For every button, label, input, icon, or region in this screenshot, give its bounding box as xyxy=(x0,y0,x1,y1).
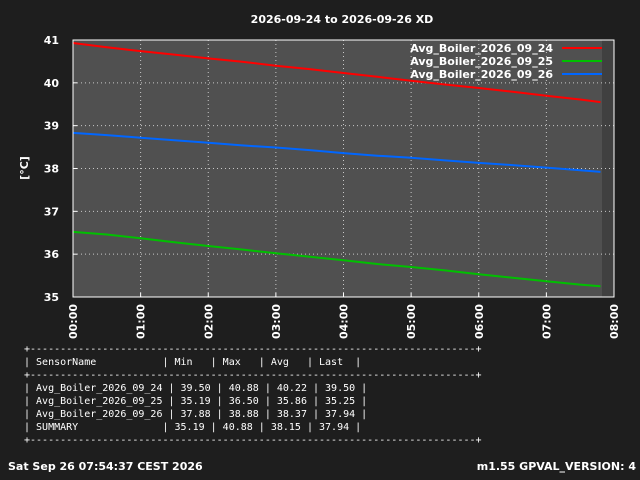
y-tick-label: 37 xyxy=(44,205,59,218)
plot-background-right-strip xyxy=(602,40,614,297)
x-tick-label: 02:00 xyxy=(202,304,215,339)
x-tick-label: 08:00 xyxy=(608,304,621,339)
y-tick-label: 40 xyxy=(44,77,60,90)
x-tick-label: 05:00 xyxy=(405,304,418,339)
chart-title: 2026-09-24 to 2026-09-26 XD xyxy=(251,13,434,26)
y-axis-ticks: 35 36 37 38 39 40 41 xyxy=(44,34,77,304)
series-line-2 xyxy=(72,230,601,288)
x-tick-label: 06:00 xyxy=(473,304,486,339)
y-tick-label: 38 xyxy=(44,163,59,176)
y-tick-label: 35 xyxy=(44,291,59,304)
footer-timestamp: Sat Sep 26 07:54:37 CEST 2026 xyxy=(8,460,203,473)
legend: Avg_Boiler_2026_09_24Avg_Boiler_2026_09_… xyxy=(410,42,602,81)
x-tick-label: 03:00 xyxy=(270,304,283,339)
footer-version: m1.55 GPVAL_VERSION: 4 xyxy=(476,460,636,473)
x-tick-label: 00:00 xyxy=(67,304,80,339)
x-tick-label: 01:00 xyxy=(135,304,148,339)
y-axis-label: [°C] xyxy=(18,156,31,180)
legend-label-3: Avg_Boiler_2026_09_26 xyxy=(410,68,553,81)
boiler-temperature-chart: 35 36 37 38 39 40 41 00:00 01:00 02:00 03:00 04:00… xyxy=(18,13,621,339)
x-tick-label: 04:00 xyxy=(338,304,351,339)
legend-label-1: Avg_Boiler_2026_09_24 xyxy=(410,42,553,55)
series-line-1 xyxy=(72,42,601,104)
y-tick-label: 36 xyxy=(44,248,60,261)
y-tick-label: 41 xyxy=(44,34,59,47)
x-tick-label: 07:00 xyxy=(540,304,553,339)
x-axis-ticks: 00:00 01:00 02:00 03:00 04:00 05:00 06:00 07:00… xyxy=(67,293,621,339)
stats-table: +---------------------------------------… xyxy=(24,344,482,446)
series-line-3 xyxy=(72,131,601,173)
series-lines xyxy=(72,42,601,288)
y-tick-label: 39 xyxy=(44,120,59,133)
legend-label-2: Avg_Boiler_2026_09_25 xyxy=(410,55,553,68)
